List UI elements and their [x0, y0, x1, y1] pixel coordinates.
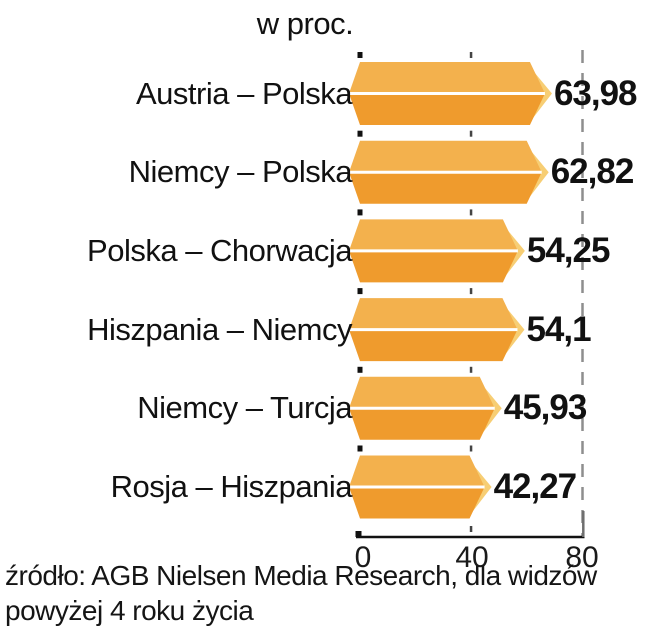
- bar-top-face: [349, 376, 495, 409]
- gridline-40-dash: [469, 366, 473, 373]
- category-label: Polska – Chorwacja: [87, 232, 352, 268]
- value-label: 63,98: [553, 73, 638, 113]
- category-label: Hiszpania – Niemcy: [87, 311, 352, 347]
- value-label: 45,93: [503, 388, 588, 428]
- bar-front-face: [349, 487, 485, 519]
- source-note-line1: źródło: AGB Nielsen Media Research, dla …: [5, 560, 597, 591]
- gridline-40-dash: [469, 526, 473, 532]
- gridline-40-dash: [469, 445, 473, 452]
- bar-top-face: [349, 298, 518, 330]
- source-note: źródło: AGB Nielsen Media Research, dla …: [5, 558, 597, 628]
- bar-front-face: [349, 172, 542, 204]
- gridline-0-dash: [357, 288, 363, 295]
- source-note-line2: powyżej 4 roku życia: [5, 595, 254, 626]
- gridline-40-dash: [469, 209, 473, 216]
- bar-top-face: [349, 219, 518, 251]
- chart-title: w proc.: [256, 6, 354, 41]
- gridline-0-dash: [357, 366, 363, 373]
- value-label: 54,1: [526, 309, 591, 349]
- bar-front-face: [349, 408, 495, 440]
- category-label: Austria – Polska: [136, 75, 353, 111]
- gridline-40-dash: [469, 288, 473, 295]
- gridline-40-dash: [469, 130, 473, 137]
- gridline-40-dash: [469, 52, 473, 58]
- bar-top-face: [349, 62, 545, 94]
- x-tick-label-40: 40: [455, 541, 489, 574]
- bar-front-face: [349, 250, 518, 283]
- value-label: 42,27: [493, 467, 578, 506]
- category-label: Rosja – Hiszpania: [110, 469, 353, 504]
- bar-top-face: [349, 140, 542, 173]
- gridline-0-dash: [357, 209, 363, 216]
- gridline-0-dash: [357, 130, 363, 137]
- bar-front-face: [349, 93, 545, 125]
- value-label: 54,25: [526, 230, 611, 270]
- category-label: Niemcy – Turcja: [137, 390, 352, 426]
- gridline-0-dash: [357, 445, 363, 452]
- x-tick-label-0: 0: [354, 541, 372, 574]
- category-label: Niemcy – Polska: [128, 154, 353, 190]
- bar-top-face: [349, 455, 485, 487]
- value-label: 62,82: [550, 152, 635, 192]
- bar-front-face: [349, 329, 518, 362]
- gridline-0-dash: [357, 52, 363, 58]
- axis-origin-tick: [355, 531, 362, 537]
- x-tick-label-80: 80: [565, 541, 599, 574]
